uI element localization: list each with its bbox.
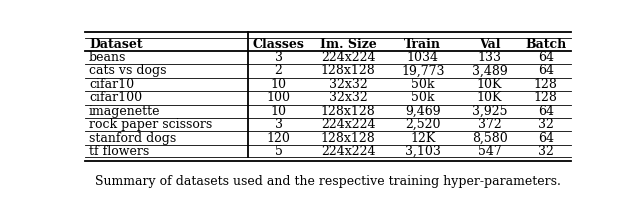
Text: 128x128: 128x128 (321, 64, 376, 77)
Text: 10: 10 (271, 105, 287, 118)
Text: 128x128: 128x128 (321, 105, 376, 118)
Text: Batch: Batch (525, 38, 566, 51)
Text: Summary of datasets used and the respective training hyper-parameters.: Summary of datasets used and the respect… (95, 175, 561, 188)
Text: 1034: 1034 (407, 51, 439, 64)
Text: 3,489: 3,489 (472, 64, 508, 77)
Text: 372: 372 (477, 118, 502, 131)
Text: cifar10: cifar10 (89, 78, 134, 91)
Text: 32: 32 (538, 118, 554, 131)
Text: cifar100: cifar100 (89, 91, 142, 104)
Text: 10: 10 (271, 78, 287, 91)
Text: 547: 547 (477, 145, 502, 158)
Text: 32x32: 32x32 (329, 78, 367, 91)
Text: Dataset: Dataset (89, 38, 143, 51)
Text: 19,773: 19,773 (401, 64, 445, 77)
Text: 3: 3 (275, 51, 283, 64)
Text: 10K: 10K (477, 78, 502, 91)
Text: 120: 120 (267, 132, 291, 145)
Text: 2,520: 2,520 (405, 118, 440, 131)
Text: 133: 133 (477, 51, 502, 64)
Text: 64: 64 (538, 64, 554, 77)
Text: Val: Val (479, 38, 500, 51)
Text: 224x224: 224x224 (321, 145, 375, 158)
Text: Classes: Classes (253, 38, 305, 51)
Text: 32x32: 32x32 (329, 91, 367, 104)
Text: beans: beans (89, 51, 126, 64)
Text: 8,580: 8,580 (472, 132, 508, 145)
Text: 128: 128 (534, 91, 557, 104)
Text: 100: 100 (267, 91, 291, 104)
Text: 224x224: 224x224 (321, 118, 375, 131)
Text: 32: 32 (538, 145, 554, 158)
Text: stanford dogs: stanford dogs (89, 132, 176, 145)
Text: 12K: 12K (410, 132, 435, 145)
Text: 50k: 50k (411, 91, 435, 104)
Text: 64: 64 (538, 51, 554, 64)
Text: 3,103: 3,103 (405, 145, 441, 158)
Text: 224x224: 224x224 (321, 51, 375, 64)
Text: 64: 64 (538, 132, 554, 145)
Text: 64: 64 (538, 105, 554, 118)
Text: 50k: 50k (411, 78, 435, 91)
Text: 9,469: 9,469 (405, 105, 440, 118)
Text: 128x128: 128x128 (321, 132, 376, 145)
Text: 128: 128 (534, 78, 557, 91)
Text: cats vs dogs: cats vs dogs (89, 64, 166, 77)
Text: 3: 3 (275, 118, 283, 131)
Text: imagenette: imagenette (89, 105, 161, 118)
Text: 2: 2 (275, 64, 282, 77)
Text: Im. Size: Im. Size (319, 38, 376, 51)
Text: 5: 5 (275, 145, 282, 158)
Text: 10K: 10K (477, 91, 502, 104)
Text: Train: Train (404, 38, 442, 51)
Text: rock paper scissors: rock paper scissors (89, 118, 212, 131)
Text: 3,925: 3,925 (472, 105, 508, 118)
Text: tf flowers: tf flowers (89, 145, 149, 158)
